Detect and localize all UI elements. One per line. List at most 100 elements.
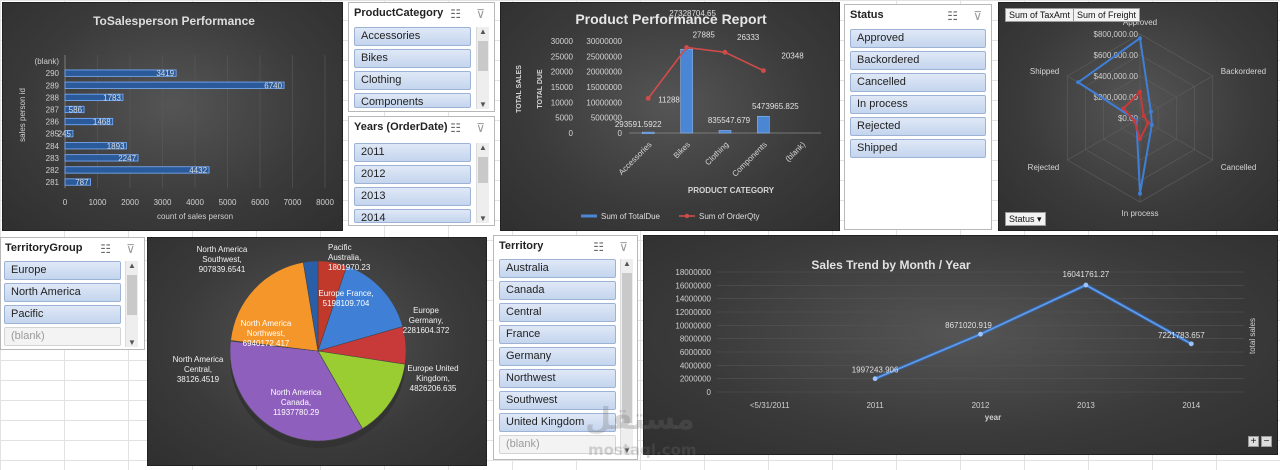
- territory-slicer: Territory ☷ ⊽ Australia Canada Central F…: [493, 235, 638, 460]
- bar-data-label: 5473965.825: [752, 102, 799, 111]
- clear-filter-icon[interactable]: ⊽: [619, 240, 628, 254]
- clear-filter-icon[interactable]: ⊽: [476, 7, 485, 21]
- y-axis-title: sales person id: [18, 88, 27, 142]
- slicer-item-united-kingdom[interactable]: United Kingdom: [499, 413, 616, 432]
- slicer-item-blank[interactable]: (blank): [4, 327, 121, 346]
- y-tick-label: 0: [707, 388, 712, 397]
- scroll-up-icon[interactable]: ▲: [479, 143, 487, 152]
- slicer-item-north-america[interactable]: North America: [4, 283, 121, 302]
- radar-category-label: Shipped: [1030, 67, 1059, 76]
- slicer-item-cancelled[interactable]: Cancelled: [850, 73, 986, 92]
- pie-data-label: 5198109.704: [323, 299, 370, 308]
- slicer-item-2014[interactable]: 2014: [354, 209, 471, 223]
- y-tick-label: 2000000: [680, 375, 712, 384]
- slicer-item-germany[interactable]: Germany: [499, 347, 616, 366]
- multi-select-icon[interactable]: ☷: [450, 121, 461, 135]
- slicer-item-blank[interactable]: (blank): [499, 435, 616, 454]
- clear-filter-icon[interactable]: ⊽: [476, 121, 485, 135]
- scroll-down-icon[interactable]: ▼: [128, 338, 136, 347]
- line-data-label: 7221783.657: [1158, 331, 1205, 340]
- watermark-logo: مستقل: [585, 402, 695, 437]
- scroll-up-icon[interactable]: ▲: [479, 27, 487, 36]
- scroll-thumb[interactable]: [127, 275, 137, 315]
- pie-data-label: 38126.4519: [177, 375, 220, 384]
- multi-select-icon[interactable]: ☷: [450, 7, 461, 21]
- slicer-item-australia[interactable]: Australia: [499, 259, 616, 278]
- slicer-item-in-process[interactable]: In process: [850, 95, 986, 114]
- scroll-down-icon[interactable]: ▼: [479, 214, 487, 223]
- territory-group-slicer: TerritoryGroup ☷ ⊽ Europe North America …: [0, 237, 145, 350]
- multi-select-icon[interactable]: ☷: [947, 9, 958, 23]
- scroll-thumb[interactable]: [622, 273, 632, 423]
- radar-point: [1138, 36, 1142, 41]
- y-tick-label: 12000000: [675, 308, 711, 317]
- scrollbar[interactable]: ▲ ▼: [620, 259, 633, 455]
- y-axis-title-right: TOTAL DUE: [537, 69, 544, 109]
- scroll-thumb[interactable]: [478, 41, 488, 71]
- x-tick-label: (blank): [784, 140, 808, 164]
- x-tick-label: 2000: [121, 198, 139, 207]
- slicer-item-shipped[interactable]: Shipped: [850, 139, 986, 158]
- field-button-tax[interactable]: Sum of TaxAmt: [1005, 8, 1074, 22]
- territory-pie-chart[interactable]: Pacific Australia, 1801970.23 Europe France…: [147, 237, 487, 466]
- pie-slice: [302, 260, 319, 352]
- slicer-item-southwest[interactable]: Southwest: [499, 391, 616, 410]
- slicer-item-accessories[interactable]: Accessories: [354, 27, 471, 46]
- slicer-item-clothing[interactable]: Clothing: [354, 71, 471, 90]
- status-radar-chart[interactable]: $0.00 $200,000.00 $400,000.00 $600,000.00 $8…: [998, 2, 1278, 231]
- radar-point: [1138, 137, 1142, 141]
- bar: [757, 115, 770, 134]
- scrollbar[interactable]: ▲ ▼: [476, 143, 489, 223]
- y-tick-label: 4000000: [680, 361, 712, 370]
- bar: [64, 130, 74, 138]
- scrollbar[interactable]: ▲ ▼: [476, 27, 489, 109]
- slicer-item-bikes[interactable]: Bikes: [354, 49, 471, 68]
- line-point: [978, 331, 983, 337]
- expand-button[interactable]: +: [1248, 436, 1259, 447]
- slicer-item-central[interactable]: Central: [499, 303, 616, 322]
- pie-data-label: 11937780.29: [273, 408, 320, 417]
- radar-category-label: In process: [1122, 209, 1159, 218]
- slicer-item-backordered[interactable]: Backordered: [850, 51, 986, 70]
- status-filter-button[interactable]: Status ▾: [1005, 212, 1046, 226]
- scroll-up-icon[interactable]: ▲: [128, 261, 136, 270]
- slicer-title: Territory: [499, 240, 544, 252]
- scroll-down-icon[interactable]: ▼: [623, 446, 631, 455]
- line-point: [872, 376, 878, 382]
- salesperson-chart[interactable]: ToSalesperson Performance 0 1000 2000 3000 40…: [2, 2, 343, 231]
- scroll-thumb[interactable]: [478, 157, 488, 183]
- line-data-label: 26333: [737, 33, 760, 42]
- product-performance-svg: Product Performance Report 0 0 5000 5000000 1…: [516, 9, 821, 221]
- slicer-item-europe[interactable]: Europe: [4, 261, 121, 280]
- pie-slice: [230, 261, 319, 352]
- scroll-up-icon[interactable]: ▲: [623, 259, 631, 268]
- dropdown-icon: ▾: [1037, 214, 1042, 224]
- slicer-item-france[interactable]: France: [499, 325, 616, 344]
- y-tick-label-left: 10000: [551, 98, 574, 107]
- field-button-freight[interactable]: Sum of Freight: [1073, 8, 1141, 22]
- line-point: [722, 49, 728, 55]
- slicer-item-2011[interactable]: 2011: [354, 143, 471, 162]
- slicer-item-northwest[interactable]: Northwest: [499, 369, 616, 388]
- product-performance-chart[interactable]: Product Performance Report 0 0 5000 5000000 1…: [500, 2, 840, 231]
- multi-select-icon[interactable]: ☷: [593, 240, 604, 254]
- slicer-item-pacific[interactable]: Pacific: [4, 305, 121, 324]
- slicer-item-approved[interactable]: Approved: [850, 29, 986, 48]
- x-tick-label: Components: [730, 140, 768, 178]
- y-tick-label: 16000000: [675, 281, 711, 290]
- slicer-item-canada[interactable]: Canada: [499, 281, 616, 300]
- slicer-item-rejected[interactable]: Rejected: [850, 117, 986, 136]
- scroll-down-icon[interactable]: ▼: [479, 100, 487, 109]
- y-tick-label: 290: [46, 69, 60, 78]
- clear-filter-icon[interactable]: ⊽: [126, 242, 135, 256]
- sales-trend-chart[interactable]: Sales Trend by Month / Year 0 2000000 40000…: [643, 235, 1278, 455]
- clear-filter-icon[interactable]: ⊽: [973, 9, 982, 23]
- slicer-item-components[interactable]: Components: [354, 93, 471, 108]
- slicer-title: Years (OrderDate): [354, 121, 448, 133]
- slicer-item-2013[interactable]: 2013: [354, 187, 471, 206]
- slicer-item-2012[interactable]: 2012: [354, 165, 471, 184]
- multi-select-icon[interactable]: ☷: [100, 242, 111, 256]
- pie-data-label: North America: [197, 245, 248, 254]
- scrollbar[interactable]: ▲ ▼: [125, 261, 138, 347]
- collapse-button[interactable]: −: [1261, 436, 1272, 447]
